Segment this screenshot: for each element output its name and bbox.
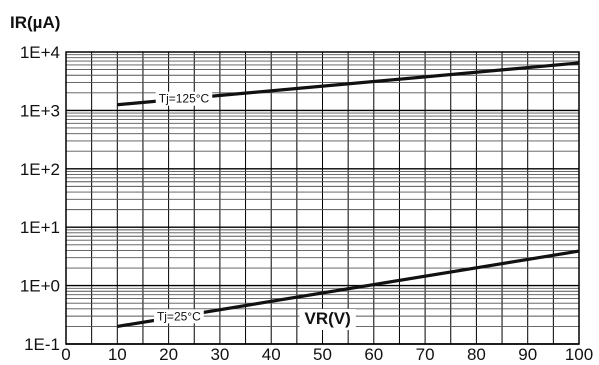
x-tick-label: 80 [467,345,486,364]
series-label-background [155,91,213,106]
series-labels: Tj=125°C Tj=25°C VR(V) [153,91,356,330]
y-tick-label: 1E+3 [20,101,60,120]
y-tick-labels: 1E+4 1E+3 1E+2 1E+1 1E+0 1E-1 [20,43,60,354]
x-axis-label: VR(V) [304,309,350,328]
y-axis-label: IR(µA) [10,13,60,32]
y-tick-label: 1E-1 [24,335,60,354]
series-label-background [153,309,204,324]
y-tick-label: 1E+2 [20,160,60,179]
x-tick-label: 10 [108,345,127,364]
x-tick-label: 90 [518,345,537,364]
x-axis-label-background [299,309,356,330]
x-tick-label: 60 [364,345,383,364]
y-tick-label: 1E+4 [20,43,60,62]
x-tick-labels: 0 10 20 30 40 50 60 70 80 90 100 [61,345,593,364]
x-tick-label: 20 [159,345,178,364]
grid [65,52,580,345]
plot-frame [65,51,580,345]
series-label-25c: Tj=25°C [157,309,201,323]
x-tick-label: 30 [210,345,229,364]
x-tick-label: 50 [313,345,332,364]
x-tick-label: 70 [416,345,435,364]
y-tick-label: 1E+0 [20,277,60,296]
y-tick-label: 1E+1 [20,218,60,237]
x-tick-label: 40 [262,345,281,364]
x-tick-label: 0 [61,345,70,364]
series-label-125c: Tj=125°C [159,92,210,106]
x-tick-label: 100 [565,345,593,364]
